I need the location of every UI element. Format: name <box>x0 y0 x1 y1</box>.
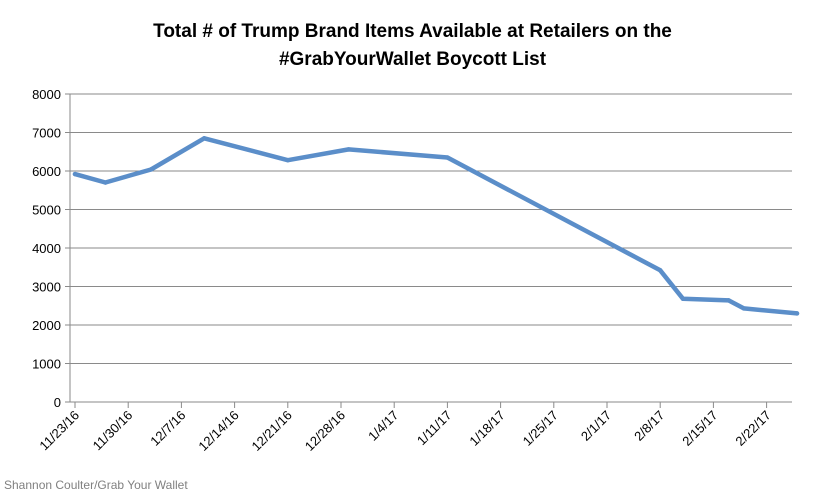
data-point <box>794 311 800 316</box>
data-point <box>72 171 78 177</box>
x-tick-label: 2/22/17 <box>732 408 773 449</box>
x-tick-label: 1/18/17 <box>466 408 507 449</box>
series-line-0 <box>72 136 800 316</box>
x-tick-label: 1/4/17 <box>365 408 401 444</box>
y-tick-label: 2000 <box>32 318 61 333</box>
chart-title-line-1: Total # of Trump Brand Items Available a… <box>153 21 672 42</box>
x-tick-label: 1/25/17 <box>520 408 561 449</box>
credit-text: Shannon Coulter/Grab Your Wallet <box>4 478 188 492</box>
data-point <box>346 147 351 152</box>
x-tick-label: 2/1/17 <box>578 408 614 444</box>
data-point <box>658 268 663 273</box>
y-tick-label: 7000 <box>32 126 61 141</box>
y-tick-label: 4000 <box>32 241 61 256</box>
data-point <box>103 180 108 185</box>
x-tick-label: 12/14/16 <box>195 408 241 454</box>
x-tick-label: 11/30/16 <box>90 408 136 454</box>
x-tick-label: 2/8/17 <box>631 408 667 444</box>
y-tick-label: 8000 <box>32 87 61 102</box>
x-tick-label: 2/15/17 <box>679 408 720 449</box>
chart-title: Total # of Trump Brand Items Available a… <box>0 18 825 74</box>
x-tick-label: 11/23/16 <box>36 408 82 454</box>
chart-title-line-2: #GrabYourWallet Boycott List <box>278 49 547 70</box>
y-tick-labels: 0 1000 2000 3000 4000 5000 6000 7000 8000 <box>32 87 61 410</box>
data-point <box>148 167 154 172</box>
y-tick-label: 3000 <box>32 280 61 295</box>
y-tick-label: 1000 <box>32 357 61 372</box>
data-point <box>741 306 746 311</box>
y-tick-label: 5000 <box>32 203 61 218</box>
x-tick-label: 12/21/16 <box>249 408 295 454</box>
data-point <box>680 296 686 302</box>
data-point <box>285 158 290 163</box>
axes <box>65 93 792 408</box>
gridlines <box>70 93 792 364</box>
data-point <box>726 298 731 303</box>
data-point <box>445 155 450 160</box>
series-layer <box>72 136 800 316</box>
y-tick-label: 0 <box>54 395 61 410</box>
x-tick-labels: 11/23/16 11/30/16 12/7/16 12/14/16 12/21/16 1… <box>36 408 773 454</box>
y-tick-label: 6000 <box>32 164 61 179</box>
x-tick-label: 12/7/16 <box>147 408 188 449</box>
x-tick-label: 1/11/17 <box>414 408 455 449</box>
x-tick-label: 12/28/16 <box>302 408 348 454</box>
data-point <box>202 136 207 141</box>
